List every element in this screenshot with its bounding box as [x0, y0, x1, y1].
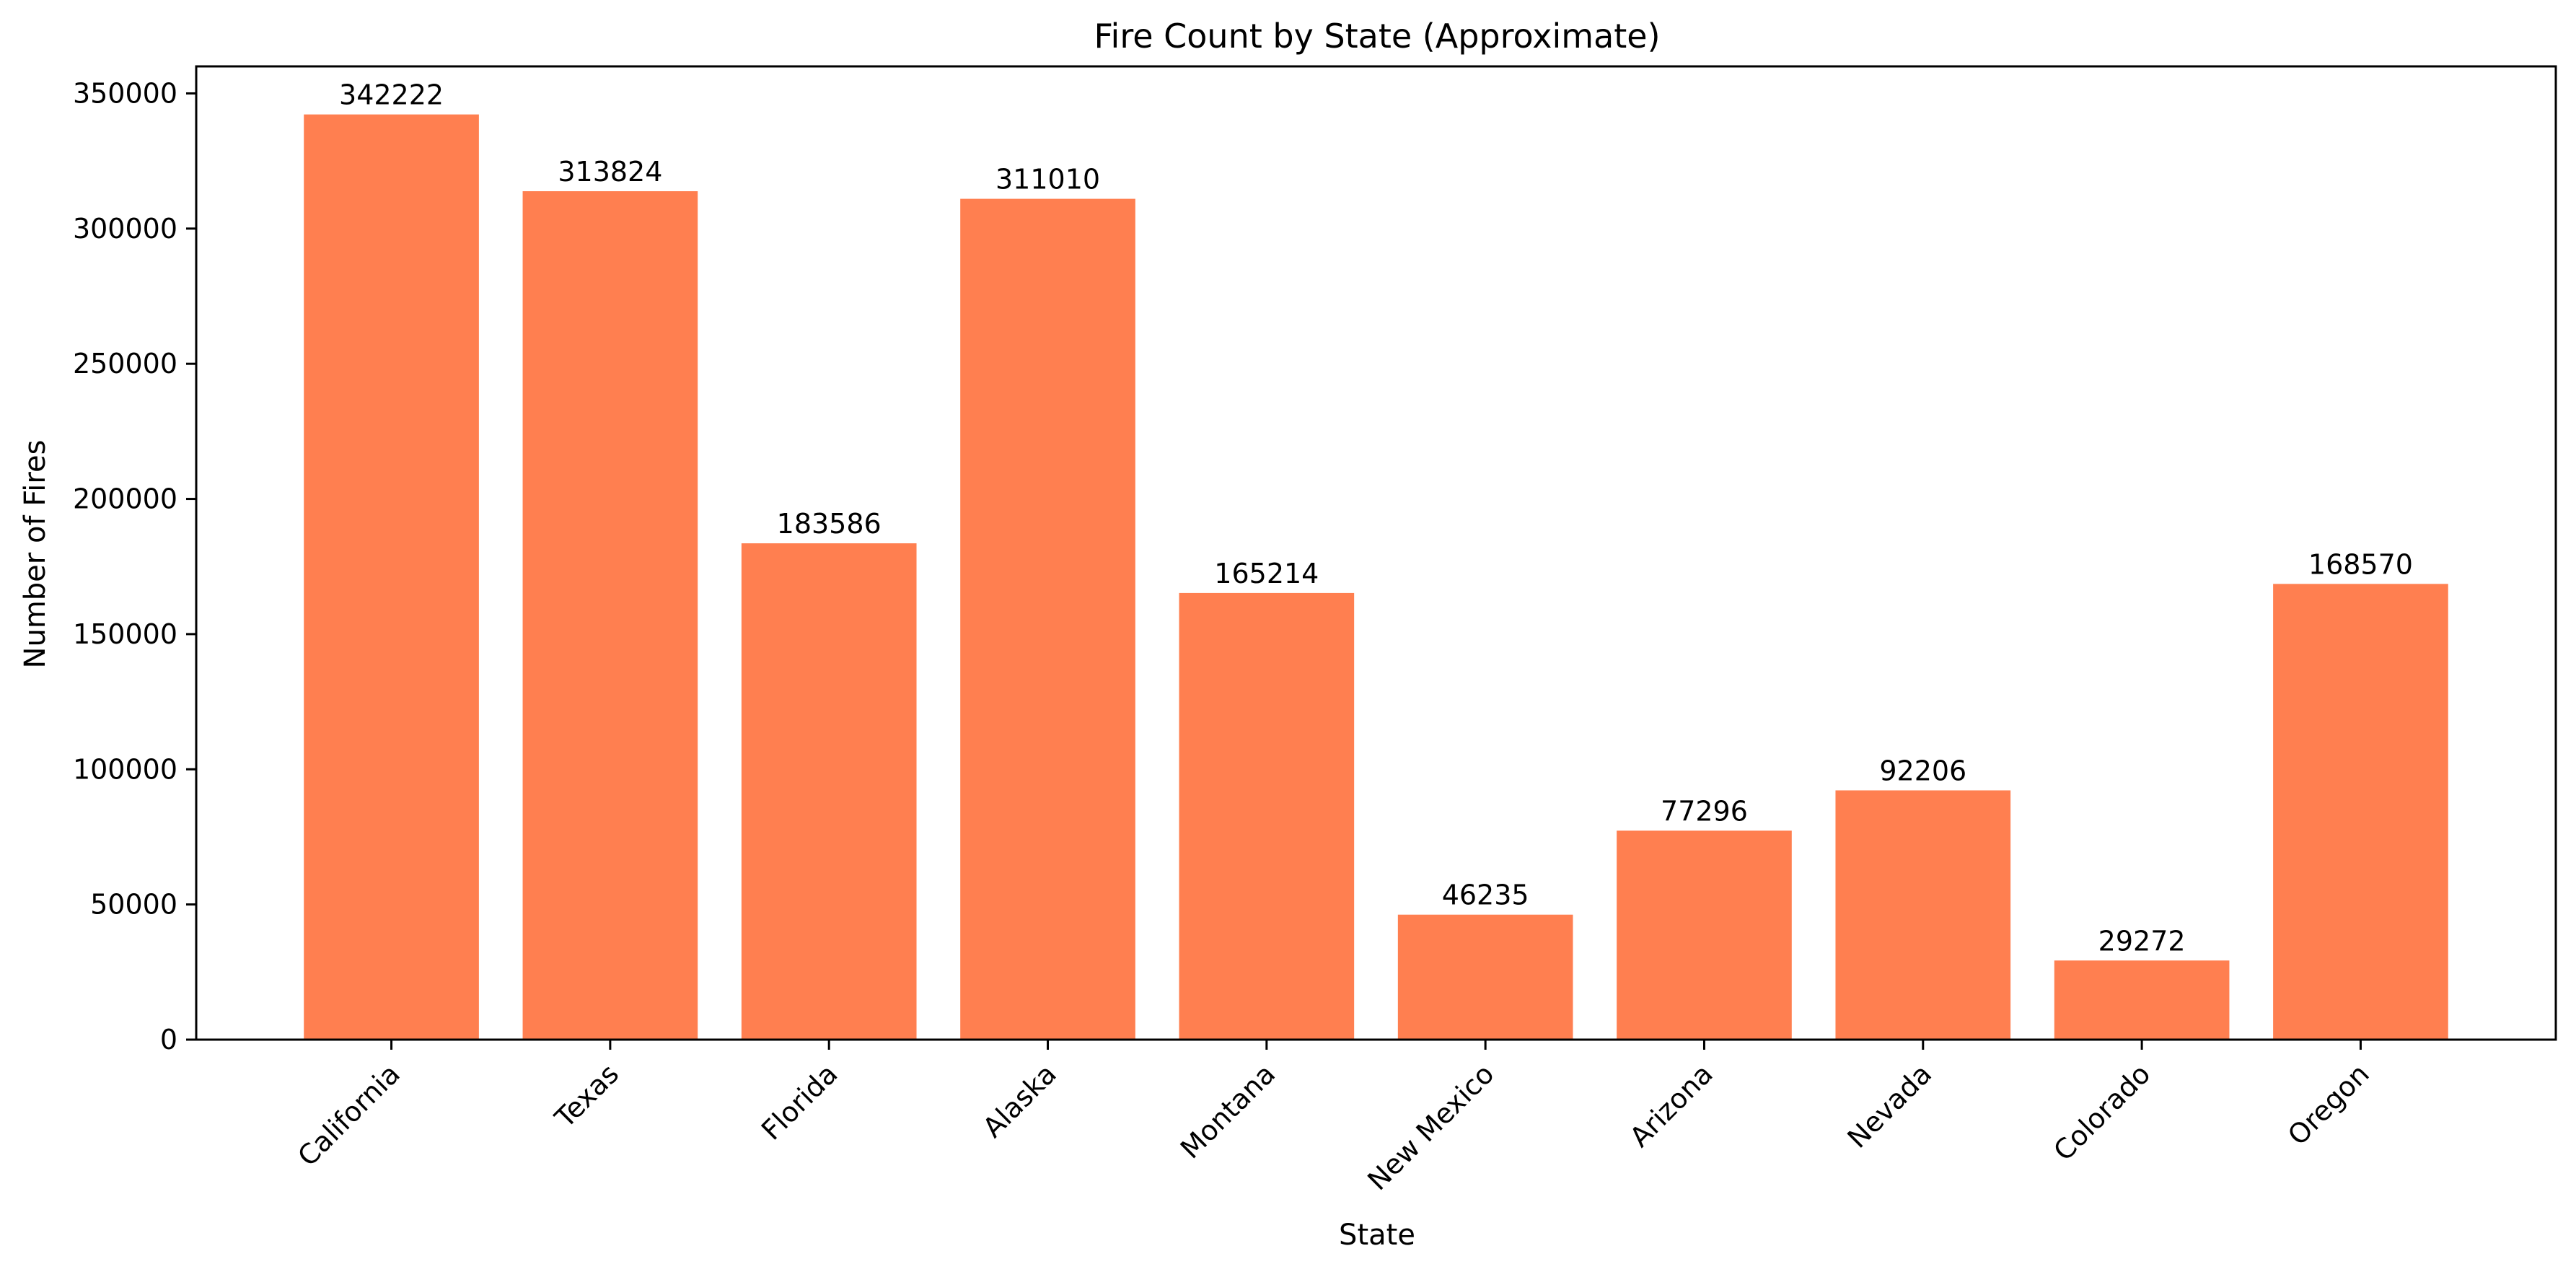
data-label: 77296 [1661, 795, 1748, 827]
y-axis: 0 50000 100000 150000 200000 250000 300000 3500… [73, 77, 196, 1056]
bar-texas [522, 191, 698, 1040]
x-tick-label: Nevada [1842, 1058, 1938, 1154]
y-tick-label: 300000 [73, 213, 177, 245]
plot-frame [195, 65, 2557, 1041]
bar-nevada [1835, 790, 2011, 1040]
y-tick-label: 200000 [73, 483, 177, 515]
bar-california [304, 114, 479, 1040]
y-axis-label: Number of Fires [19, 440, 52, 669]
bar-florida [741, 543, 917, 1040]
data-labels-layer: 342222 313824 183586 311010 165214 46235 77296… [339, 79, 2413, 957]
x-tick-label: New Mexico [1361, 1058, 1500, 1196]
x-tick-label: Oregon [2282, 1058, 2375, 1151]
x-tick-label: Texas [548, 1058, 625, 1134]
chart-title: Fire Count by State (Approximate) [1094, 17, 1660, 56]
x-tick-label: Florida [755, 1058, 844, 1146]
data-label: 168570 [2308, 548, 2413, 580]
x-tick-label: Colorado [2047, 1058, 2156, 1167]
data-label: 342222 [339, 79, 444, 111]
y-tick-label: 50000 [90, 889, 177, 921]
y-tick-label: 100000 [73, 753, 177, 785]
y-tick-label: 150000 [73, 618, 177, 650]
bar-montana [1179, 592, 1355, 1040]
y-tick-label: 0 [160, 1024, 177, 1056]
bar-arizona [1617, 830, 1792, 1040]
y-tick-label: 250000 [73, 348, 177, 379]
x-tick-label: Arizona [1624, 1058, 1719, 1153]
bar-alaska [960, 198, 1135, 1040]
x-tick-label: Alaska [977, 1058, 1063, 1144]
bars-layer [304, 114, 2448, 1040]
data-label: 46235 [1442, 879, 1529, 911]
data-label: 311010 [995, 164, 1100, 196]
bar-colorado [2054, 960, 2230, 1040]
y-tick-label: 350000 [73, 77, 177, 109]
x-tick-label: Montana [1174, 1058, 1281, 1164]
bar-oregon [2273, 584, 2448, 1040]
data-label: 165214 [1214, 558, 1319, 589]
x-tick-label: California [291, 1058, 406, 1172]
x-axis-label: State [1339, 1219, 1415, 1252]
bar-new-mexico [1397, 914, 1573, 1040]
x-axis: California Texas Florida Alaska Montana New M… [291, 1040, 2375, 1196]
data-label: 92206 [1879, 755, 1966, 786]
data-label: 29272 [2098, 925, 2186, 957]
data-label: 183586 [777, 508, 882, 540]
data-label: 313824 [558, 156, 662, 188]
